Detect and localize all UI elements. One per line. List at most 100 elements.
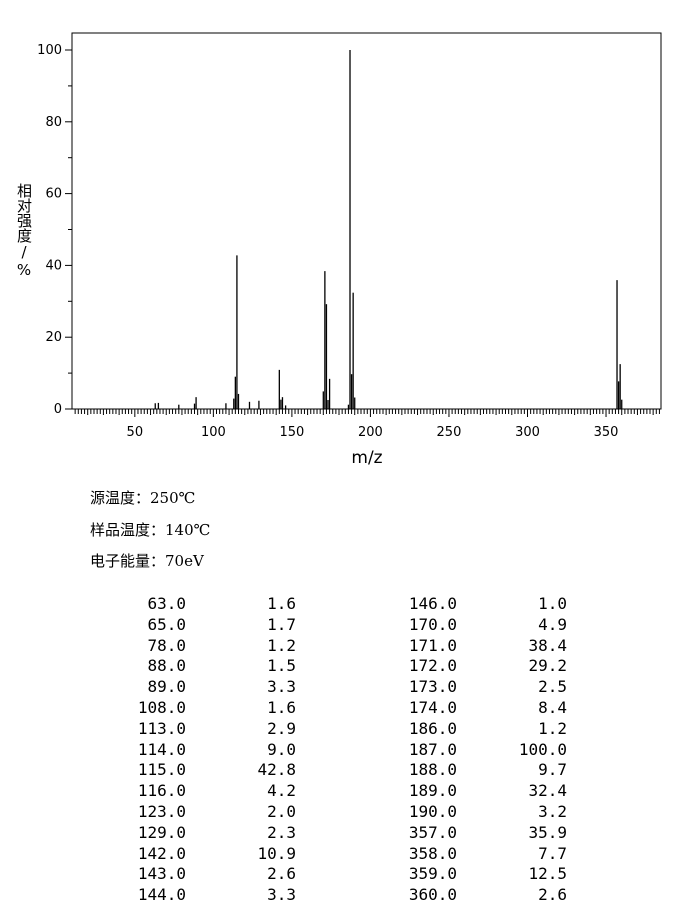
peak-row: 171.0 38.4: [330, 636, 696, 657]
peak-mz: 146.0: [408, 594, 457, 613]
source-temperature: 源温度：250℃: [90, 489, 196, 507]
peak-row: 65.0 1.7: [0, 615, 330, 636]
peak-row: 172.0 29.2: [330, 656, 696, 677]
peak-intensity: 2.3: [267, 822, 296, 842]
peak-intensity: 3.2: [538, 801, 567, 821]
peak-mz: 144.0: [137, 885, 186, 905]
x-tick-label: 300: [515, 425, 540, 440]
x-tick-label: 350: [594, 425, 619, 440]
peak-intensity: 42.8: [257, 760, 296, 780]
peak-intensity: 1.2: [538, 718, 567, 738]
peak-mz: 143.0: [137, 864, 186, 884]
peak-intensity: 4.9: [538, 614, 567, 634]
peak-intensity: 8.4: [538, 697, 567, 717]
peak-mz: 172.0: [408, 656, 457, 676]
peak-row: 113.0 2.9: [0, 719, 330, 740]
peak-row: 115.0 42.8: [0, 760, 330, 781]
peak-row: 190.0 3.2: [330, 802, 696, 823]
peak-mz: 358.0: [408, 843, 457, 863]
peak-mz: 65.0: [147, 614, 186, 634]
mass-spectrum-chart: 50 100 150 200 250 300 350 0 20 40 60 80 100 m/z: [37, 32, 662, 468]
y-axis-title: 相对强度/%: [15, 183, 33, 279]
peak-row: 189.0 32.4: [330, 781, 696, 802]
peak-mz: 190.0: [408, 801, 457, 821]
x-tick-label: 200: [358, 425, 383, 440]
peak-row: 123.0 2.0: [0, 802, 330, 823]
y-tick-label: 100: [37, 43, 62, 58]
peak-intensity: 3.3: [267, 677, 296, 697]
peak-mz: 89.0: [147, 677, 186, 697]
peak-row: 360.0 2.6: [330, 885, 696, 906]
x-tick-label: 50: [127, 425, 144, 440]
peak-row: 357.0 35.9: [330, 823, 696, 844]
peak-mz: 188.0: [408, 760, 457, 780]
peak-row: 187.0 100.0: [330, 740, 696, 761]
peak-mz: 129.0: [137, 822, 186, 842]
peak-intensity: 2.6: [267, 864, 296, 884]
peak-row: 144.0 3.3: [0, 885, 330, 906]
peak-mz: 115.0: [137, 760, 186, 780]
peak-intensity: 12.5: [528, 864, 567, 884]
peak-row: 78.0 1.2: [0, 636, 330, 657]
peak-row: 142.0 10.9: [0, 844, 330, 865]
peak-row: 358.0 7.7: [330, 844, 696, 865]
peak-intensity: 2.0: [267, 801, 296, 821]
peak-mz: 187.0: [408, 739, 457, 759]
peak-row: 116.0 4.2: [0, 781, 330, 802]
y-tick-label: 40: [45, 258, 62, 273]
peak-mz: 78.0: [147, 635, 186, 655]
peak-row: 88.0 1.5: [0, 656, 330, 677]
peak-intensity: 1.0: [538, 594, 567, 613]
peak-row: 114.0 9.0: [0, 740, 330, 761]
x-axis-title: m/z: [351, 448, 382, 468]
peak-mz: 360.0: [408, 885, 457, 905]
peak-intensity: 9.0: [267, 739, 296, 759]
peak-intensity: 1.7: [267, 614, 296, 634]
peak-intensity: 29.2: [528, 656, 567, 676]
peak-intensity: 9.7: [538, 760, 567, 780]
peak-row: 129.0 2.3: [0, 823, 330, 844]
peak-table-left: 63.0 1.6 65.0 1.7 78.0 1.2 88.0 1.5 89.0 3.3 108.0…: [0, 594, 330, 906]
peak-row: 89.0 3.3: [0, 677, 330, 698]
peak-intensity: 2.9: [267, 718, 296, 738]
peak-row: 143.0 2.6: [0, 864, 330, 885]
peak-intensity: 100.0: [518, 739, 567, 759]
y-tick-label: 60: [45, 187, 62, 202]
peak-row: 170.0 4.9: [330, 615, 696, 636]
peak-mz: 186.0: [408, 718, 457, 738]
peak-intensity: 1.2: [267, 635, 296, 655]
peak-intensity: 3.3: [267, 885, 296, 905]
peak-mz: 189.0: [408, 781, 457, 801]
peak-intensity: 4.2: [267, 781, 296, 801]
peak-mz: 359.0: [408, 864, 457, 884]
peak-intensity: 38.4: [528, 635, 567, 655]
peak-intensity: 7.7: [538, 843, 567, 863]
peak-mz: 63.0: [147, 594, 186, 613]
peak-mz: 114.0: [137, 739, 186, 759]
peak-intensity: 2.6: [538, 885, 567, 905]
peak-row: 173.0 2.5: [330, 677, 696, 698]
peak-row: 174.0 8.4: [330, 698, 696, 719]
peak-intensity: 1.6: [267, 697, 296, 717]
peak-mz: 108.0: [137, 697, 186, 717]
peak-mz: 174.0: [408, 697, 457, 717]
peak-mz: 171.0: [408, 635, 457, 655]
peak-intensity: 32.4: [528, 781, 567, 801]
peak-row: 188.0 9.7: [330, 760, 696, 781]
peak-mz: 142.0: [137, 843, 186, 863]
peak-row: 63.0 1.6: [0, 594, 330, 615]
electron-energy: 电子能量：70eV: [90, 552, 204, 570]
peak-row: 186.0 1.2: [330, 719, 696, 740]
peak-row: 146.0 1.0: [330, 594, 696, 615]
x-tick-label: 250: [437, 425, 462, 440]
peak-table-right: 146.0 1.0 170.0 4.9 171.0 38.4 172.0 29.2 173.0 2…: [330, 594, 696, 906]
peak-mz: 88.0: [147, 656, 186, 676]
peak-mz: 116.0: [137, 781, 186, 801]
y-tick-label: 80: [45, 115, 62, 130]
peak-row: 108.0 1.6: [0, 698, 330, 719]
y-tick-label: 0: [54, 402, 62, 417]
peak-row: 359.0 12.5: [330, 864, 696, 885]
peak-intensity: 2.5: [538, 677, 567, 697]
peak-intensity: 10.9: [257, 843, 296, 863]
peak-intensity: 35.9: [528, 822, 567, 842]
